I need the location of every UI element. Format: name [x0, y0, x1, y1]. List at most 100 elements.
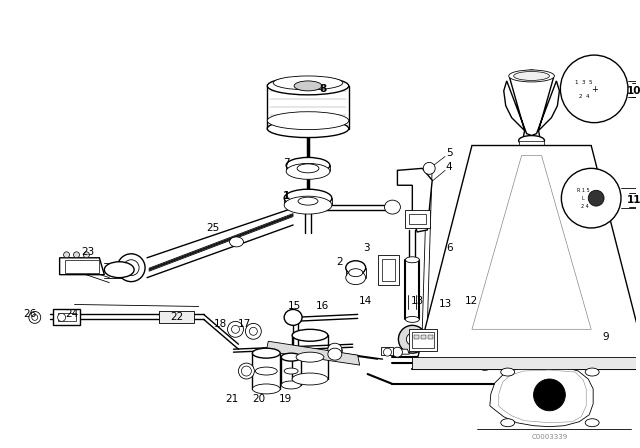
- Ellipse shape: [281, 381, 301, 389]
- Polygon shape: [397, 168, 432, 232]
- Ellipse shape: [328, 348, 342, 360]
- Circle shape: [588, 190, 604, 206]
- Text: 13: 13: [411, 297, 424, 306]
- Text: 2 4: 2 4: [578, 203, 589, 209]
- Text: 18: 18: [214, 319, 227, 329]
- Ellipse shape: [346, 271, 365, 284]
- Circle shape: [58, 314, 65, 321]
- Circle shape: [63, 252, 70, 258]
- Text: 10: 10: [627, 86, 640, 96]
- Ellipse shape: [298, 197, 318, 205]
- Circle shape: [228, 321, 243, 337]
- Ellipse shape: [273, 76, 343, 90]
- Bar: [378, 255, 399, 284]
- Text: +: +: [591, 86, 598, 95]
- Bar: [421, 335, 426, 339]
- Ellipse shape: [292, 329, 328, 341]
- Bar: [52, 310, 81, 325]
- Ellipse shape: [509, 70, 554, 82]
- Ellipse shape: [385, 200, 401, 214]
- Circle shape: [83, 252, 90, 258]
- Ellipse shape: [284, 368, 298, 374]
- Text: 8: 8: [319, 84, 326, 94]
- Ellipse shape: [518, 136, 545, 146]
- Polygon shape: [412, 357, 640, 369]
- Bar: [381, 259, 396, 280]
- Polygon shape: [417, 146, 640, 359]
- Circle shape: [561, 168, 621, 228]
- Polygon shape: [381, 347, 394, 355]
- Circle shape: [245, 323, 261, 339]
- Ellipse shape: [500, 368, 515, 376]
- Ellipse shape: [252, 348, 280, 358]
- Bar: [410, 214, 426, 224]
- Circle shape: [561, 55, 628, 123]
- Polygon shape: [504, 70, 559, 136]
- Bar: [414, 335, 419, 339]
- Circle shape: [476, 352, 494, 370]
- Ellipse shape: [328, 343, 342, 355]
- Text: 23: 23: [81, 247, 94, 257]
- Bar: [410, 329, 437, 351]
- Text: 7: 7: [283, 159, 289, 168]
- Ellipse shape: [292, 373, 328, 385]
- Ellipse shape: [252, 384, 280, 394]
- Text: 5: 5: [446, 148, 452, 159]
- Text: 22: 22: [170, 312, 184, 323]
- Text: 11: 11: [627, 195, 640, 205]
- Text: 14: 14: [359, 297, 372, 306]
- Text: 20: 20: [252, 394, 265, 404]
- Ellipse shape: [514, 72, 550, 81]
- Ellipse shape: [124, 260, 139, 276]
- Ellipse shape: [284, 189, 332, 207]
- Text: 9: 9: [603, 332, 609, 342]
- Ellipse shape: [585, 419, 599, 426]
- Text: 25: 25: [206, 223, 220, 233]
- Text: C0003339: C0003339: [531, 434, 568, 439]
- Ellipse shape: [268, 120, 349, 138]
- Ellipse shape: [284, 310, 302, 325]
- Circle shape: [423, 162, 435, 174]
- Circle shape: [451, 357, 459, 365]
- Circle shape: [534, 379, 565, 411]
- Text: 2: 2: [337, 257, 343, 267]
- Circle shape: [432, 354, 442, 364]
- Ellipse shape: [500, 419, 515, 426]
- Circle shape: [29, 311, 41, 323]
- Circle shape: [383, 348, 392, 356]
- Ellipse shape: [405, 316, 419, 323]
- Text: 24: 24: [65, 310, 78, 319]
- Polygon shape: [490, 366, 593, 426]
- Circle shape: [428, 350, 446, 368]
- Bar: [405, 210, 430, 228]
- Text: 4: 4: [446, 162, 452, 172]
- Circle shape: [250, 327, 257, 335]
- Ellipse shape: [349, 269, 363, 277]
- Ellipse shape: [104, 262, 134, 278]
- Text: L: L: [582, 196, 584, 201]
- Ellipse shape: [405, 257, 419, 263]
- Text: 19: 19: [278, 394, 292, 404]
- Text: 1: 1: [282, 191, 290, 201]
- Bar: [428, 335, 433, 339]
- Ellipse shape: [294, 81, 322, 91]
- Ellipse shape: [585, 368, 599, 376]
- Circle shape: [32, 314, 38, 320]
- Ellipse shape: [281, 353, 301, 361]
- Text: 21: 21: [225, 394, 238, 404]
- Bar: [412, 332, 434, 348]
- Circle shape: [480, 356, 490, 366]
- Ellipse shape: [286, 157, 330, 173]
- Circle shape: [232, 325, 239, 333]
- Ellipse shape: [284, 196, 332, 214]
- Ellipse shape: [286, 164, 330, 179]
- Polygon shape: [60, 258, 104, 275]
- Text: 3: 3: [364, 243, 370, 253]
- Ellipse shape: [296, 352, 324, 362]
- Circle shape: [406, 333, 419, 345]
- Text: 17: 17: [238, 319, 251, 329]
- Ellipse shape: [255, 367, 277, 375]
- Ellipse shape: [268, 112, 349, 129]
- Ellipse shape: [117, 254, 145, 282]
- Polygon shape: [392, 349, 410, 354]
